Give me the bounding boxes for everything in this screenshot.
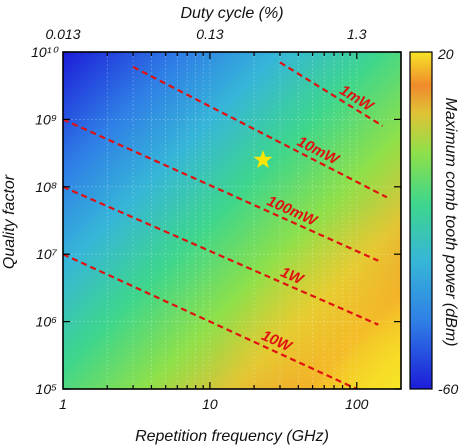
colorbar-max-label: 20 bbox=[437, 46, 454, 62]
y-tick-label: 10⁷ bbox=[36, 246, 58, 262]
power-field-hotspot bbox=[63, 52, 401, 389]
contour-line-100mW bbox=[63, 118, 379, 262]
colorbar-scale bbox=[409, 51, 433, 390]
top-tick-label: 1.3 bbox=[347, 26, 367, 42]
y-tick-label: 10⁹ bbox=[35, 111, 57, 127]
plot-frame bbox=[62, 51, 402, 390]
y-tick-label: 10⁵ bbox=[36, 381, 58, 397]
contour-line-1W bbox=[63, 185, 379, 326]
y-axis-title: Quality factor bbox=[1, 174, 18, 269]
contour-line-10mW bbox=[132, 65, 388, 199]
y-tick-label: 10⁶ bbox=[36, 314, 58, 330]
x-tick-label: 10 bbox=[202, 396, 218, 412]
x-tick-label: 100 bbox=[345, 396, 369, 412]
x-tick-label: 1 bbox=[59, 396, 67, 412]
y-tick-label: 10⁸ bbox=[35, 179, 57, 195]
plot-area bbox=[63, 52, 401, 389]
grid-lines bbox=[63, 52, 401, 389]
colorbar-min-label: -60 bbox=[438, 381, 458, 397]
marker-layer bbox=[253, 150, 273, 169]
top-axis-title: Duty cycle (%) bbox=[180, 5, 283, 22]
axes-frame bbox=[62, 51, 402, 390]
star-marker bbox=[253, 150, 273, 169]
colorbar bbox=[409, 51, 433, 390]
y-tick-label: 10¹⁰ bbox=[31, 44, 59, 60]
contour-line-10W bbox=[63, 253, 358, 389]
top-tick-label: 0.13 bbox=[196, 26, 223, 42]
x-axis-title: Repetition frequency (GHz) bbox=[135, 428, 329, 445]
colorbar-title: Maximum comb tooth power (dBm) bbox=[442, 98, 459, 347]
top-tick-label: 0.013 bbox=[45, 26, 80, 42]
tick-layer: 1 10 100 0.013 0.13 1.3 10⁵ 10⁶ 10⁷ 10⁸ 10⁹ 10¹⁰ bbox=[31, 26, 401, 412]
contour-line-1mW bbox=[279, 61, 384, 127]
